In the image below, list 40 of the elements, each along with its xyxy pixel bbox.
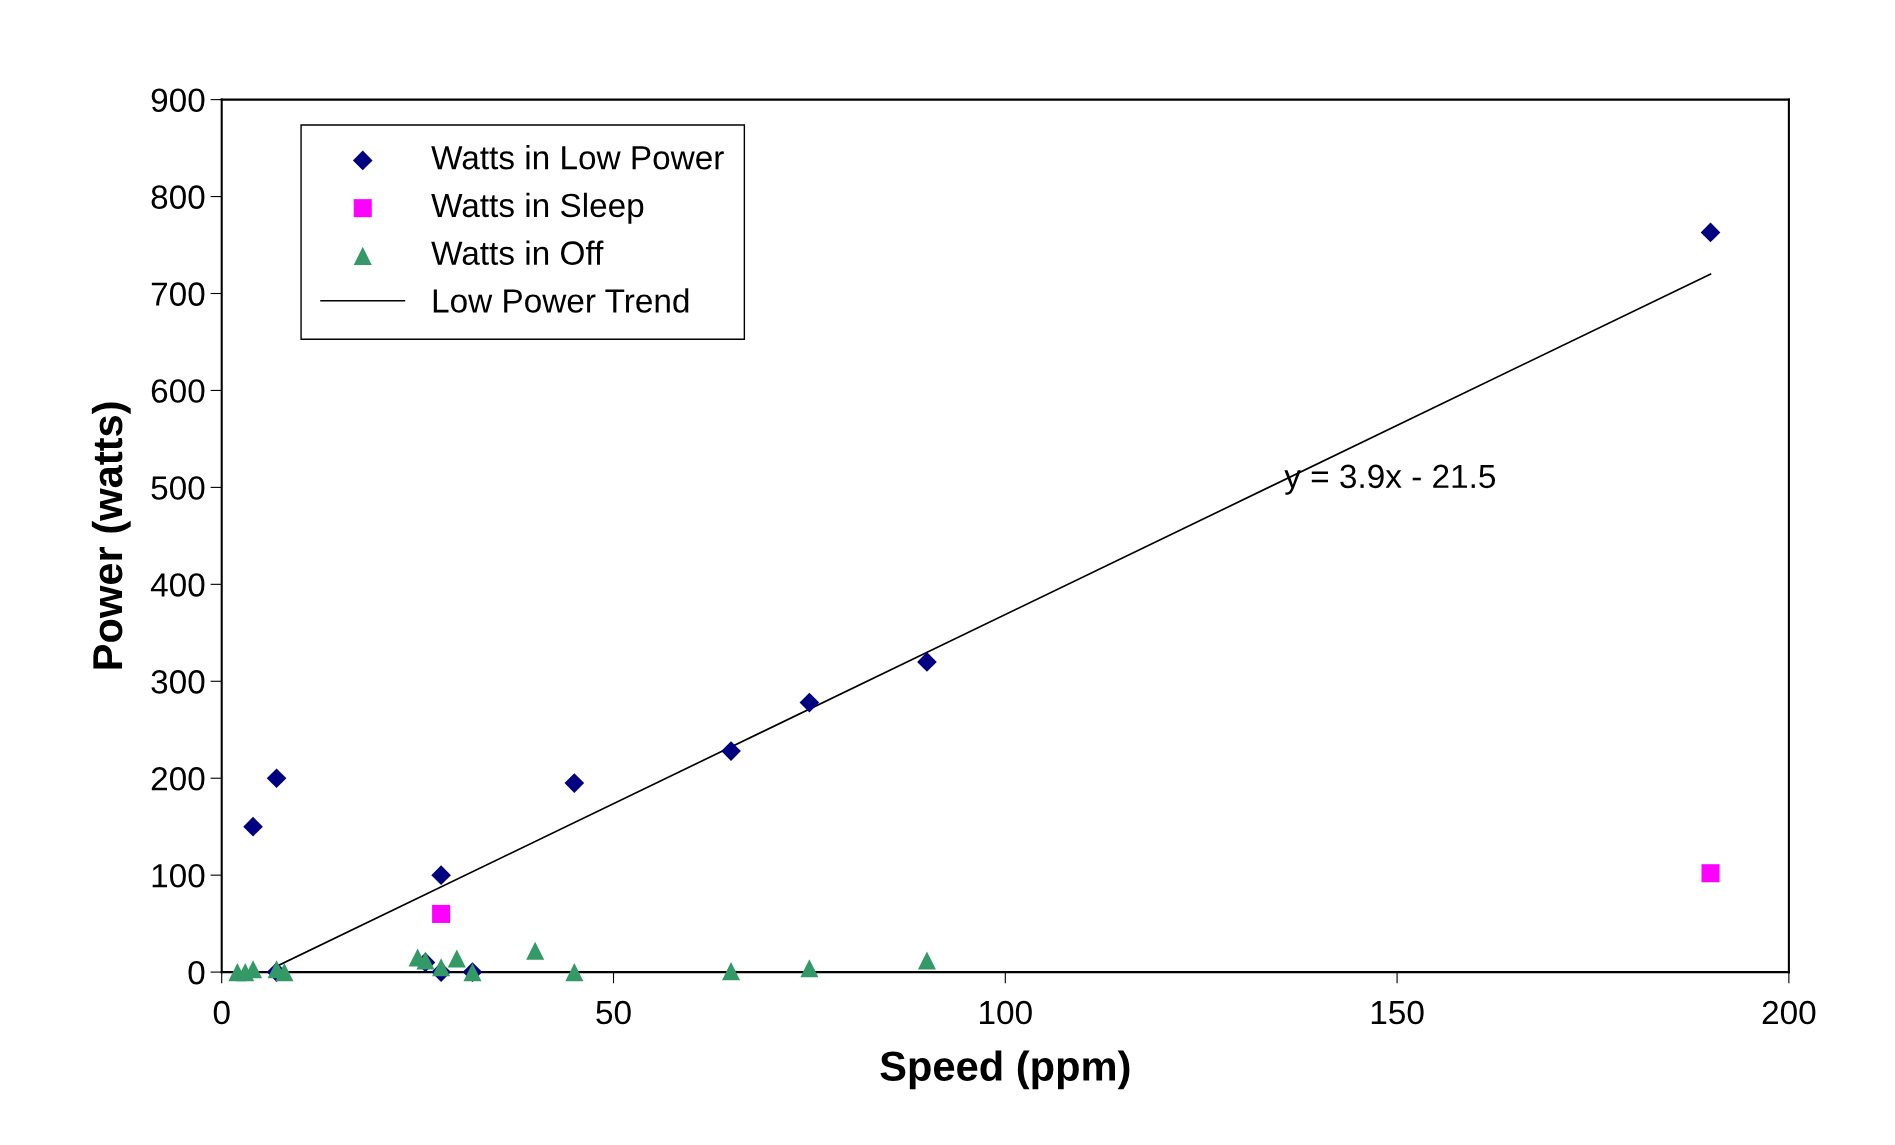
y-axis-title: Power (watts) bbox=[91, 402, 131, 669]
point bbox=[431, 865, 451, 885]
y-tick-label: 500 bbox=[151, 476, 205, 500]
point bbox=[432, 958, 451, 977]
point bbox=[799, 692, 820, 713]
x-tick-label: 0 bbox=[213, 1000, 230, 1025]
point bbox=[565, 963, 584, 982]
point bbox=[447, 949, 466, 968]
legend-label: Watts in Off bbox=[431, 240, 604, 265]
x-axis-title: Speed (ppm) bbox=[880, 1050, 1130, 1090]
x-tick-label: 200 bbox=[1762, 1000, 1816, 1025]
point bbox=[721, 741, 741, 761]
y-tick-label: 700 bbox=[151, 282, 205, 306]
point bbox=[243, 816, 263, 837]
point bbox=[917, 652, 937, 672]
annotation: y = 3.9x - 21.5 bbox=[1284, 464, 1496, 495]
y-tick-label: 200 bbox=[151, 767, 205, 791]
y-tick-label: 300 bbox=[151, 670, 205, 694]
point bbox=[432, 904, 451, 923]
x-tick-label: 150 bbox=[1371, 1000, 1424, 1025]
legend-label: Watts in Sleep bbox=[431, 192, 644, 224]
point bbox=[722, 962, 741, 981]
y-tick-label: 400 bbox=[150, 573, 205, 597]
y-tick-label: 800 bbox=[151, 185, 205, 209]
point bbox=[800, 959, 819, 978]
point bbox=[1700, 222, 1721, 243]
y-tick-label: 100 bbox=[152, 863, 205, 888]
point bbox=[1701, 864, 1720, 883]
point bbox=[526, 941, 545, 960]
legend-label: Low Power Trend bbox=[433, 288, 689, 313]
legend-label: Watts in Low Power bbox=[431, 145, 724, 170]
point bbox=[917, 951, 936, 970]
point bbox=[275, 963, 294, 982]
point bbox=[266, 768, 287, 789]
y-tick-label: 0 bbox=[188, 960, 205, 985]
x-tick-label: 50 bbox=[596, 1000, 631, 1025]
point bbox=[564, 773, 585, 793]
x-tick-label: 100 bbox=[980, 1000, 1032, 1025]
y-tick-label: 600 bbox=[151, 379, 205, 403]
y-tick-label: 900 bbox=[151, 88, 205, 113]
